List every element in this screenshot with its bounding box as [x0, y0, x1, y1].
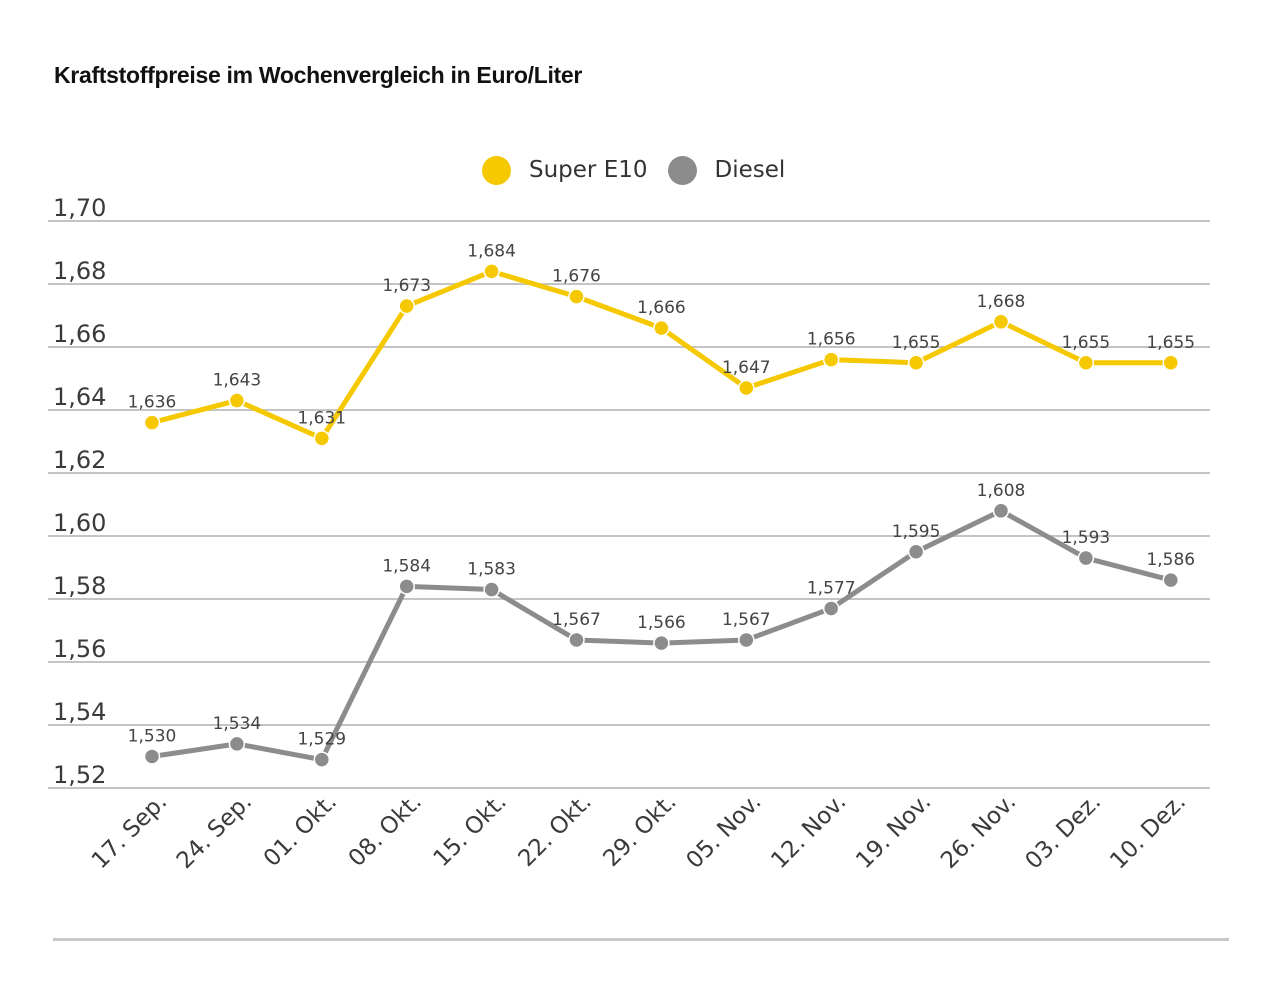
legend-label-diesel: Diesel: [714, 157, 786, 183]
data-point-super-e10: [483, 263, 500, 280]
data-point-diesel: [653, 634, 670, 652]
x-tick-label: 26. Nov.: [936, 789, 1021, 874]
data-label-super-e10: 1,676: [552, 267, 601, 287]
data-point-super-e10: [992, 313, 1010, 331]
data-point-super-e10: [228, 392, 246, 409]
data-point-super-e10: [143, 414, 161, 431]
data-label-super-e10: 1,666: [637, 298, 686, 318]
data-point-super-e10: [1077, 354, 1095, 371]
data-label-diesel: 1,567: [552, 610, 601, 630]
x-tick-label: 29. Okt.: [598, 789, 681, 872]
x-tick-label: 22. Okt.: [514, 789, 597, 872]
data-point-diesel: [398, 578, 415, 595]
data-point-super-e10: [822, 351, 840, 368]
data-label-super-e10: 1,656: [807, 330, 856, 350]
data-label-diesel: 1,566: [637, 613, 686, 633]
x-tick-label: 17. Sep.: [87, 789, 172, 874]
data-point-diesel: [1077, 549, 1095, 567]
data-point-super-e10: [1162, 354, 1180, 371]
data-label-diesel: 1,608: [977, 481, 1026, 501]
data-point-super-e10: [738, 379, 755, 397]
data-label-super-e10: 1,655: [1062, 333, 1111, 353]
data-label-super-e10: 1,655: [1146, 333, 1195, 353]
y-tick-label: 1,60: [53, 509, 106, 537]
data-label-diesel: 1,567: [722, 610, 771, 630]
chart-title: Kraftstoffpreise im Wochenvergleich in E…: [54, 62, 583, 88]
data-point-super-e10: [313, 430, 331, 447]
y-tick-label: 1,52: [53, 761, 106, 789]
data-point-super-e10: [653, 319, 670, 337]
data-label-diesel: 1,584: [382, 556, 431, 576]
x-tick-label: 12. Nov.: [766, 789, 851, 874]
data-point-super-e10: [398, 297, 415, 315]
x-tick-label: 15. Okt.: [429, 789, 512, 872]
data-label-super-e10: 1,673: [382, 276, 431, 296]
legend-label-super-e10: Super E10: [529, 157, 648, 183]
x-tick-label: 19. Nov.: [851, 789, 936, 874]
y-tick-label: 1,58: [53, 572, 106, 600]
data-point-diesel: [143, 748, 161, 765]
x-tick-label: 08. Okt.: [344, 789, 427, 872]
data-point-super-e10: [568, 288, 585, 305]
data-label-super-e10: 1,643: [213, 371, 262, 391]
y-tick-label: 1,66: [53, 320, 106, 348]
data-point-diesel: [738, 631, 755, 649]
data-label-diesel: 1,577: [807, 578, 856, 598]
legend-item-diesel: Diesel: [667, 155, 786, 185]
legend-swatch-super-e10: [482, 155, 511, 185]
data-label-diesel: 1,529: [297, 730, 346, 750]
data-label-super-e10: 1,647: [722, 358, 771, 378]
data-point-diesel: [822, 600, 840, 617]
x-tick-label: 24. Sep.: [172, 789, 257, 874]
data-point-diesel: [568, 631, 585, 649]
legend-item-super-e10: Super E10: [482, 155, 648, 185]
legend-swatch-diesel: [667, 155, 697, 185]
data-point-diesel: [992, 502, 1010, 520]
data-label-super-e10: 1,636: [128, 393, 177, 413]
data-label-diesel: 1,593: [1062, 528, 1111, 548]
data-point-diesel: [313, 751, 331, 768]
x-tick-label: 03. Dez.: [1020, 789, 1106, 875]
x-tick-label: 05. Nov.: [681, 789, 766, 874]
y-tick-label: 1,68: [53, 257, 106, 285]
y-tick-label: 1,56: [53, 635, 106, 663]
y-tick-label: 1,54: [53, 698, 106, 726]
data-point-diesel: [228, 735, 246, 753]
data-label-super-e10: 1,631: [297, 408, 346, 428]
data-label-diesel: 1,534: [213, 714, 262, 734]
data-label-super-e10: 1,684: [467, 241, 516, 261]
y-tick-label: 1,64: [53, 383, 106, 411]
y-tick-label: 1,70: [53, 194, 106, 222]
data-point-diesel: [483, 581, 500, 598]
x-tick-label: 10. Dez.: [1105, 789, 1191, 875]
data-point-super-e10: [907, 354, 925, 371]
data-label-diesel: 1,595: [892, 522, 941, 542]
chart-legend: Super E10 Diesel: [482, 150, 805, 190]
data-point-diesel: [1162, 571, 1180, 589]
footer-rule: [53, 938, 1229, 941]
y-tick-label: 1,62: [53, 446, 106, 474]
data-label-super-e10: 1,668: [977, 292, 1026, 312]
data-point-diesel: [907, 543, 925, 560]
data-label-diesel: 1,583: [467, 560, 516, 580]
data-label-diesel: 1,530: [128, 727, 177, 747]
data-label-super-e10: 1,655: [892, 333, 941, 353]
x-tick-label: 01. Okt.: [259, 789, 342, 872]
data-label-diesel: 1,586: [1146, 550, 1195, 570]
